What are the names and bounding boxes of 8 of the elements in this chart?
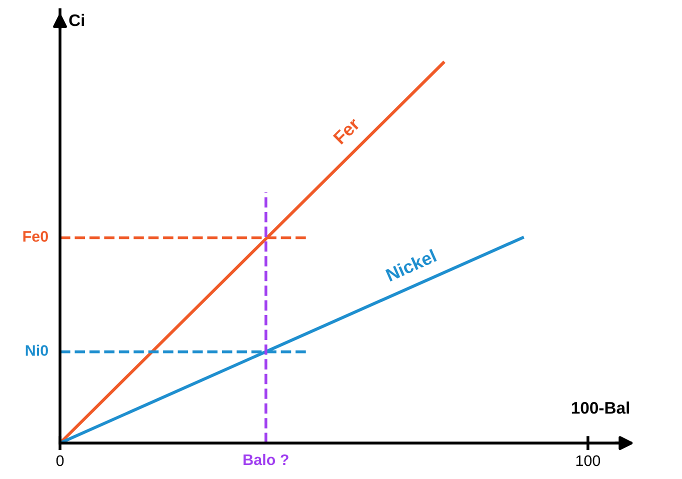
ref-line-label: Balo ? [244,454,288,466]
ref-line-label: Fe0 [23,231,48,242]
x-axis-title: 100-Bal [572,402,629,414]
x-tick-label: 100 [576,455,600,466]
ref-line-label: Ni0 [26,344,48,356]
text: Fer [332,116,361,145]
x-tick-label: 0 [56,455,64,466]
y-axis-title: Ci [69,14,84,26]
